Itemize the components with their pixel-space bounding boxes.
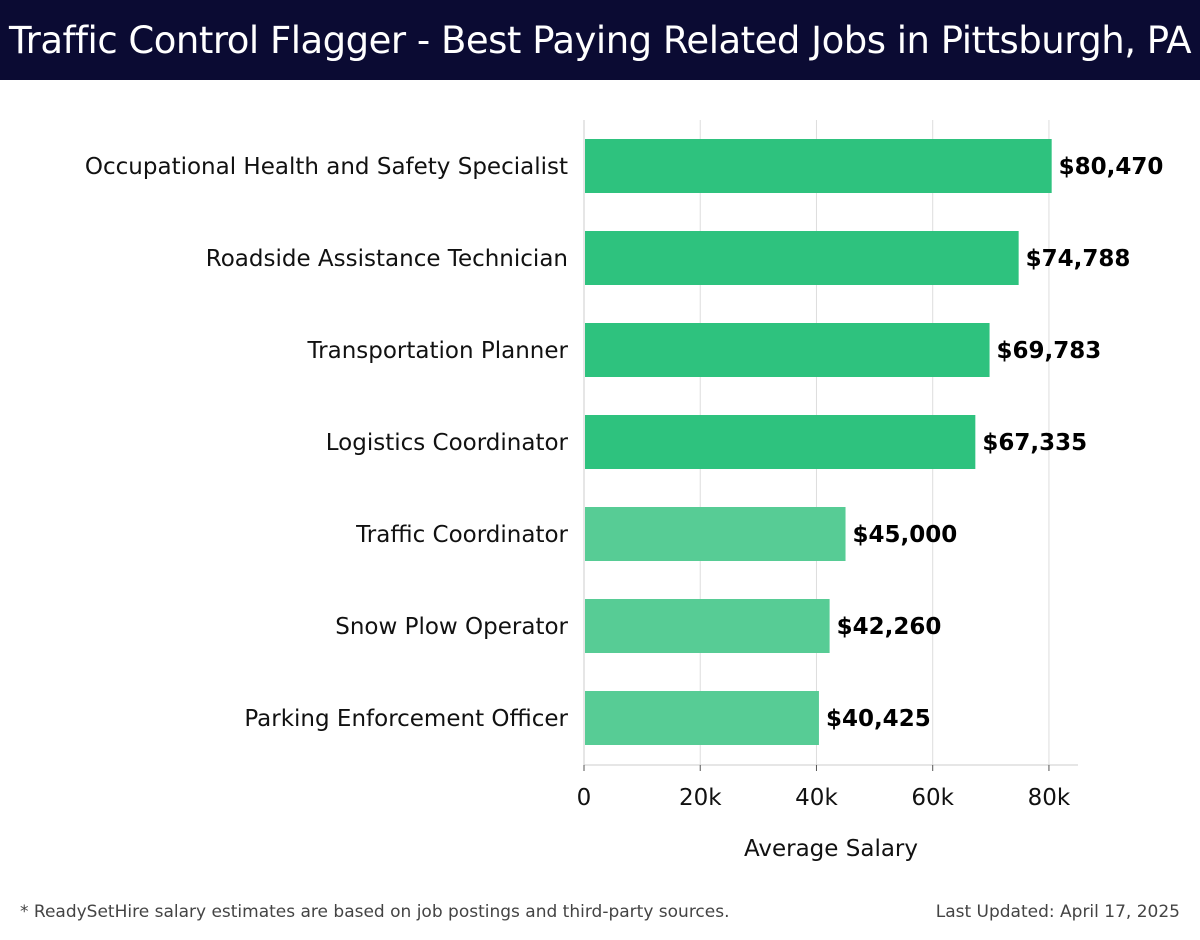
last-updated: Last Updated: April 17, 2025 [935,902,1180,922]
value-label: $80,470 [1059,154,1164,180]
value-label: $40,425 [826,706,931,732]
value-label: $67,335 [982,430,1087,456]
value-label: $74,788 [1026,246,1131,272]
value-label: $69,783 [997,338,1102,364]
x-tick-label: 40k [795,785,838,811]
bar [585,599,830,653]
bar [585,139,1052,193]
bar [585,415,976,469]
salary-bar-chart: 0 20k 40k 60k 80k Average Salary Occupational … [85,120,1164,862]
footer-note: * ReadySetHire salary estimates are base… [20,902,730,922]
value-label: $45,000 [853,522,958,548]
x-tick-label: 60k [911,785,954,811]
value-label: $42,260 [837,614,942,640]
title-banner: Traffic Control Flagger - Best Paying Re… [0,0,1200,80]
bar [585,507,846,561]
category-label: Parking Enforcement Officer [244,706,568,732]
category-label: Roadside Assistance Technician [206,246,568,272]
category-label: Traffic Coordinator [355,522,568,548]
bar [585,323,990,377]
category-label: Occupational Health and Safety Specialis… [85,154,568,180]
bar [585,231,1019,285]
x-tick-label: 20k [679,785,722,811]
x-tick-label: 0 [577,785,592,811]
page-title: Traffic Control Flagger - Best Paying Re… [8,18,1192,62]
category-label: Transportation Planner [306,338,568,364]
bar [585,691,819,745]
category-label: Logistics Coordinator [326,430,569,456]
x-axis-title: Average Salary [744,836,918,862]
x-tick-label: 80k [1028,785,1071,811]
category-label: Snow Plow Operator [335,614,568,640]
